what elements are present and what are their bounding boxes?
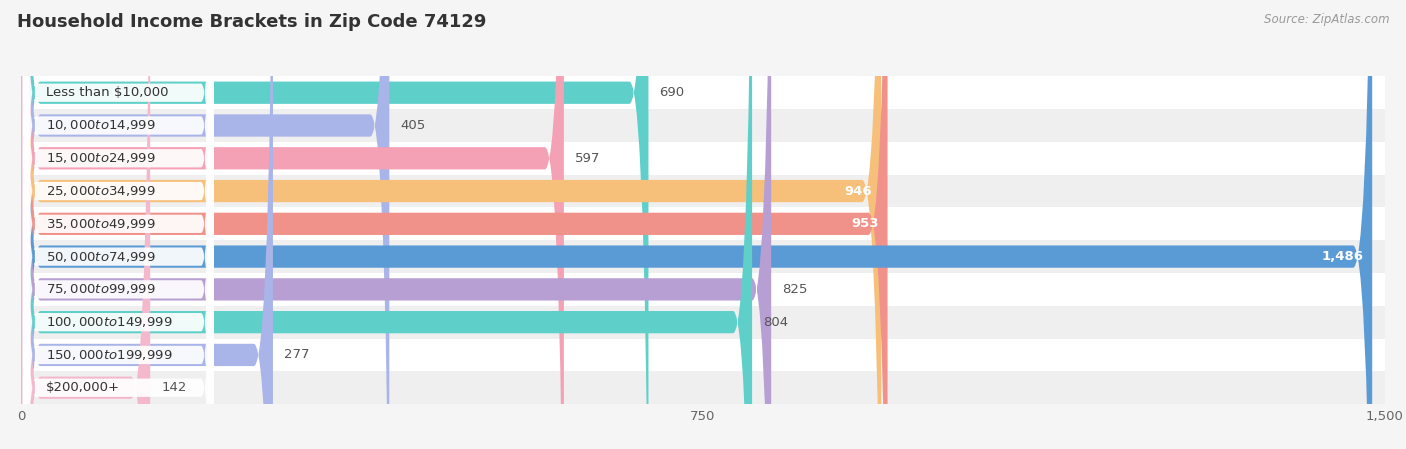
Bar: [21, 109, 1385, 142]
Bar: [21, 371, 1385, 404]
Text: 946: 946: [845, 185, 872, 198]
Bar: [21, 339, 1385, 371]
FancyBboxPatch shape: [22, 0, 214, 449]
FancyBboxPatch shape: [22, 0, 214, 449]
Text: 142: 142: [162, 381, 187, 394]
FancyBboxPatch shape: [21, 0, 273, 449]
Bar: [21, 207, 1385, 240]
Text: $50,000 to $74,999: $50,000 to $74,999: [46, 250, 156, 264]
Text: $200,000+: $200,000+: [46, 381, 120, 394]
Text: $10,000 to $14,999: $10,000 to $14,999: [46, 119, 156, 132]
Text: 804: 804: [763, 316, 789, 329]
FancyBboxPatch shape: [22, 0, 214, 449]
FancyBboxPatch shape: [22, 0, 214, 449]
FancyBboxPatch shape: [21, 0, 564, 449]
FancyBboxPatch shape: [22, 0, 214, 449]
Bar: [21, 76, 1385, 109]
FancyBboxPatch shape: [22, 0, 214, 449]
FancyBboxPatch shape: [21, 0, 882, 449]
FancyBboxPatch shape: [21, 0, 648, 449]
FancyBboxPatch shape: [21, 0, 150, 449]
Text: $75,000 to $99,999: $75,000 to $99,999: [46, 282, 156, 296]
Text: 825: 825: [782, 283, 807, 296]
Text: $150,000 to $199,999: $150,000 to $199,999: [46, 348, 173, 362]
Bar: [21, 175, 1385, 207]
FancyBboxPatch shape: [21, 0, 1372, 449]
Text: Less than $10,000: Less than $10,000: [46, 86, 169, 99]
Text: $35,000 to $49,999: $35,000 to $49,999: [46, 217, 156, 231]
Text: Source: ZipAtlas.com: Source: ZipAtlas.com: [1264, 13, 1389, 26]
Text: 1,486: 1,486: [1322, 250, 1362, 263]
FancyBboxPatch shape: [21, 0, 752, 449]
Bar: [21, 273, 1385, 306]
Bar: [21, 306, 1385, 339]
Text: $15,000 to $24,999: $15,000 to $24,999: [46, 151, 156, 165]
Bar: [21, 240, 1385, 273]
FancyBboxPatch shape: [22, 0, 214, 449]
Text: 405: 405: [401, 119, 426, 132]
Text: 277: 277: [284, 348, 309, 361]
FancyBboxPatch shape: [21, 0, 772, 449]
FancyBboxPatch shape: [21, 0, 389, 449]
Text: 597: 597: [575, 152, 600, 165]
Text: $100,000 to $149,999: $100,000 to $149,999: [46, 315, 173, 329]
Bar: [21, 142, 1385, 175]
FancyBboxPatch shape: [22, 0, 214, 449]
Text: 953: 953: [851, 217, 879, 230]
FancyBboxPatch shape: [22, 0, 214, 449]
FancyBboxPatch shape: [22, 0, 214, 449]
FancyBboxPatch shape: [21, 0, 887, 449]
Text: Household Income Brackets in Zip Code 74129: Household Income Brackets in Zip Code 74…: [17, 13, 486, 31]
Text: $25,000 to $34,999: $25,000 to $34,999: [46, 184, 156, 198]
Text: 690: 690: [659, 86, 685, 99]
